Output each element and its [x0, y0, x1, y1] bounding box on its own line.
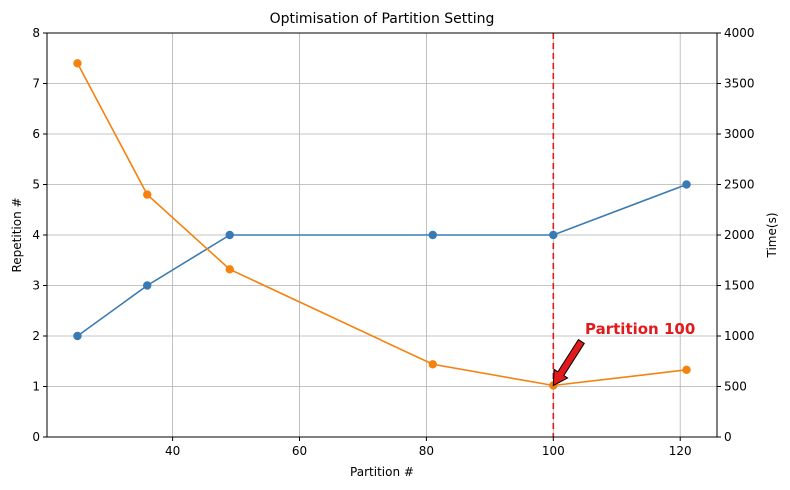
- series-1-point: [73, 331, 82, 341]
- y-right-tick-label: 500: [724, 380, 747, 394]
- annotation-label: Partition 100: [585, 320, 695, 338]
- series-2-point: [225, 265, 234, 274]
- series-2-point: [73, 59, 82, 68]
- x-tick-label: 80: [419, 444, 434, 458]
- y-left-tick-label: 5: [32, 178, 40, 192]
- y-right-tick-label: 3000: [724, 127, 755, 141]
- series-1-line: [76, 183, 687, 337]
- series-1-point: [682, 180, 691, 189]
- y-left-tick-label: 0: [32, 430, 40, 444]
- y-axis-left-label: Repetition #: [10, 197, 24, 272]
- x-tick-label: 100: [542, 444, 565, 458]
- y-left-tick-label: 2: [32, 329, 40, 343]
- annotation-arrow: [552, 338, 585, 387]
- series-1-point: [225, 230, 234, 240]
- y-left-tick-label: 6: [32, 127, 40, 141]
- series-1-point: [549, 230, 558, 240]
- y-right-tick-label: 0: [724, 430, 732, 444]
- y-right-tick-label: 1500: [724, 279, 755, 293]
- y-right-tick-label: 2500: [724, 178, 755, 192]
- y-right-tick-label: 1000: [724, 329, 755, 343]
- y-right-tick-label: 3500: [724, 77, 755, 91]
- series-layer: [73, 59, 691, 390]
- x-axis-label: Partition #: [350, 465, 414, 479]
- x-tick-label: 40: [165, 444, 180, 458]
- series-1-point: [143, 281, 152, 290]
- y-left-tick-label: 7: [32, 77, 40, 91]
- x-tick-label: 120: [669, 444, 692, 458]
- y-right-tick-label: 2000: [724, 228, 755, 242]
- y-axis-right-label: Time(s): [765, 213, 779, 259]
- series-2-point: [143, 190, 152, 199]
- y-left-tick-label: 3: [32, 279, 40, 293]
- y-left-tick-label: 8: [32, 26, 40, 40]
- x-tick-label: 60: [292, 444, 307, 458]
- series-2-point: [682, 365, 691, 375]
- y-left-tick-label: 4: [32, 228, 40, 242]
- annotation-layer: Partition 100: [552, 320, 695, 387]
- chart-title: Optimisation of Partition Setting: [270, 11, 495, 27]
- y-left-tick-label: 1: [32, 380, 40, 394]
- series-1-point: [428, 230, 437, 240]
- axes-layer: 40 60 80 100 1200123456780500100015002000250…: [32, 26, 754, 458]
- y-right-tick-label: 4000: [724, 26, 755, 40]
- series-2-point: [428, 360, 437, 369]
- series-2-line: [76, 62, 687, 387]
